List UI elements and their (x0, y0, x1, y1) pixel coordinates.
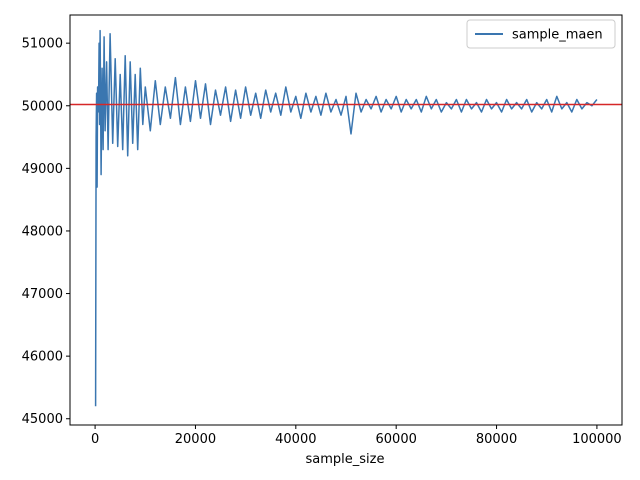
x-axis-label: sample_size (306, 452, 385, 467)
y-tick-label: 49000 (22, 162, 63, 177)
legend: sample_maen (466, 19, 616, 49)
y-tick-label: 46000 (22, 350, 63, 365)
legend-label: sample_maen (512, 28, 603, 43)
x-tick-label: 100000 (572, 432, 622, 447)
y-tick-label: 48000 (22, 224, 63, 239)
axes-frame (69, 14, 623, 426)
plot-area (70, 29, 622, 407)
y-tick-label: 50000 (22, 99, 63, 114)
x-tick-label: 80000 (476, 432, 517, 447)
axes: 0 20000 40000 60000 80000 100000 45000 46000 470… (22, 14, 623, 447)
x-tick-label: 40000 (275, 432, 316, 447)
x-tick-label: 60000 (376, 432, 417, 447)
y-tick-label: 45000 (22, 412, 63, 427)
legend-box (466, 19, 616, 49)
y-tick-label: 47000 (22, 287, 63, 302)
x-tick-label: 0 (91, 432, 99, 447)
x-tick-label: 20000 (175, 432, 216, 447)
y-tick-label: 51000 (22, 37, 63, 52)
